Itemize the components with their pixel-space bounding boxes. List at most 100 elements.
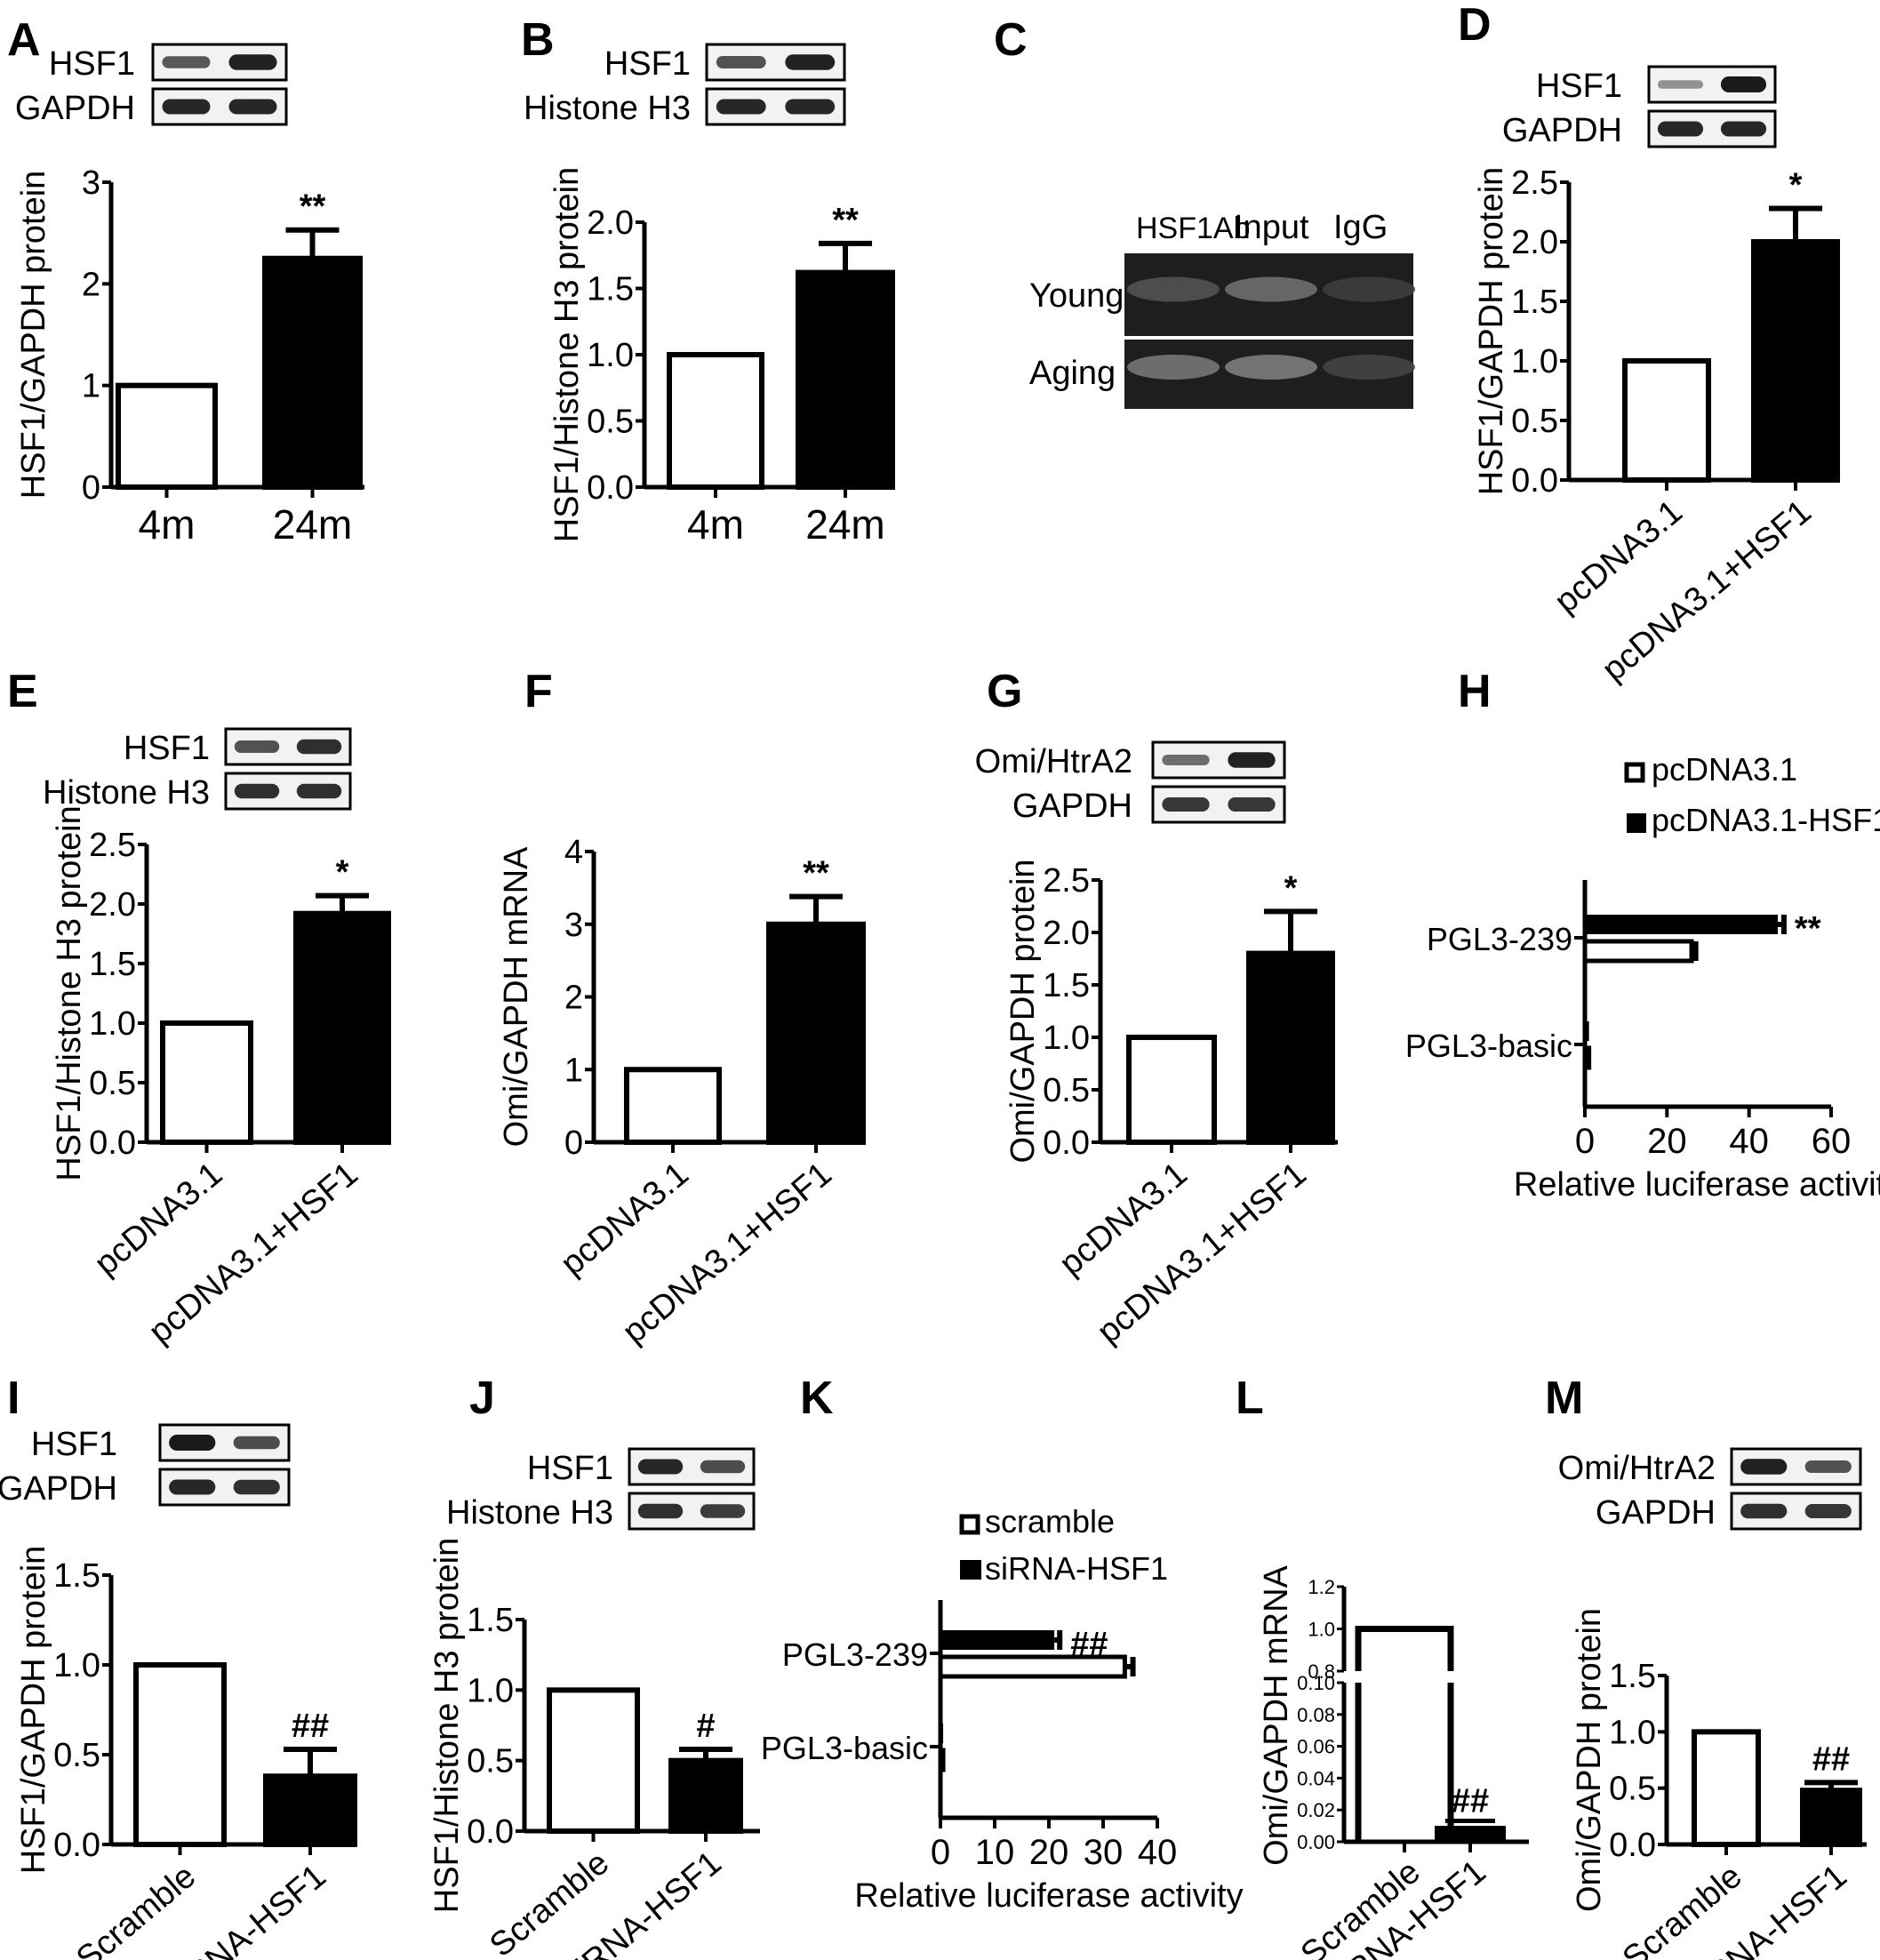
y-tick-label: 1.5 xyxy=(1511,284,1558,321)
y-tick-label: 0.00 xyxy=(1297,1831,1335,1853)
blot-band xyxy=(1804,1460,1852,1473)
x-tick-label: Scramble xyxy=(69,1858,203,1960)
blot-band xyxy=(1657,121,1704,137)
hbar-chart-k: 0 10 20 30 40 Relative luciferase activity PGL… xyxy=(761,1600,1244,1915)
y-tick-label: PGL3-239 xyxy=(1427,921,1572,957)
panel-letter: I xyxy=(7,1372,20,1424)
blot-band xyxy=(228,99,277,115)
blot-band xyxy=(233,1479,280,1495)
y-tick-label: 4 xyxy=(564,834,583,871)
x-tick-label: 0 xyxy=(1575,1122,1595,1161)
significance-mark: * xyxy=(1789,166,1803,204)
y-tick-label: 2.0 xyxy=(1043,915,1090,952)
y-tick-label: 0.0 xyxy=(587,469,634,507)
y-tick-label: 0.08 xyxy=(1297,1704,1335,1726)
bar xyxy=(938,1748,946,1772)
y-tick-label: 1.0 xyxy=(53,1647,100,1684)
blot-band xyxy=(716,56,766,68)
x-axis-title: Relative luciferase activity xyxy=(1514,1166,1880,1204)
legend-label: siRNA-HSF1 xyxy=(985,1550,1168,1587)
blot-band xyxy=(1228,797,1276,812)
x-tick-label: 60 xyxy=(1812,1122,1852,1161)
blot-band xyxy=(1740,1459,1788,1475)
western-blot-d: HSF1 GAPDH xyxy=(1502,65,1777,149)
panel-letter: G xyxy=(987,666,1022,717)
bar xyxy=(940,1724,944,1743)
blot-band xyxy=(1720,121,1767,137)
y-tick-label: 1.0 xyxy=(1609,1714,1656,1751)
y-tick-label: 0 xyxy=(564,1124,583,1162)
bar-chart-l: 0.00 0.02 0.04 0.06 0.08 0.100.8 1.0 1.2 Omi/GAP… xyxy=(1258,1564,1529,1960)
gel-lane-label: HSF1Ab xyxy=(1136,212,1251,245)
bar xyxy=(1585,915,1778,934)
y-tick-label: 1.0 xyxy=(467,1672,514,1709)
gel-lane-label: Input xyxy=(1234,209,1309,246)
x-tick-label: 0 xyxy=(931,1833,950,1872)
y-tick-label: 1 xyxy=(82,368,100,405)
blot-row-label: Histone H3 xyxy=(446,1494,613,1532)
blot-band xyxy=(1720,76,1767,92)
bar xyxy=(133,1662,227,1847)
y-tick-label: 0.8 xyxy=(1308,1660,1335,1683)
panel-letter: H xyxy=(1458,666,1492,717)
y-tick-label: 0.10 xyxy=(1297,1672,1335,1694)
x-tick-label: 4m xyxy=(139,501,196,548)
gel-panel-c: HSF1Ab Input IgG Young Aging xyxy=(1029,209,1415,409)
bar xyxy=(1355,1626,1454,1671)
blot-band xyxy=(296,739,342,755)
blot-band xyxy=(637,1459,684,1475)
bar xyxy=(160,1020,253,1145)
bar xyxy=(1246,950,1335,1145)
y-tick-label: 0.0 xyxy=(1511,462,1558,500)
y-axis-title: Omi/GAPDH protein xyxy=(1004,859,1042,1163)
x-tick-label: 20 xyxy=(1029,1833,1069,1872)
y-tick-label: 2 xyxy=(564,980,583,1017)
western-blot-b: HSF1 Histone H3 xyxy=(524,43,846,127)
y-tick-label: 2.0 xyxy=(1511,224,1558,261)
blot-band xyxy=(1657,80,1704,89)
blot-row-label: GAPDH xyxy=(1012,788,1132,825)
blot-row-label: GAPDH xyxy=(0,1470,117,1508)
y-tick-label: 0.0 xyxy=(1043,1124,1090,1162)
y-tick-label: 2.5 xyxy=(89,827,136,864)
blot-row-label: HSF1 xyxy=(527,1450,613,1487)
blot-band xyxy=(700,1504,746,1518)
blot-band xyxy=(162,56,211,68)
significance-mark: ## xyxy=(1070,1626,1108,1663)
blot-band xyxy=(785,99,836,115)
bar xyxy=(293,910,391,1145)
y-tick-label: 2.5 xyxy=(1043,862,1090,900)
panel-letter: D xyxy=(1458,0,1492,51)
y-tick-label: 1.5 xyxy=(89,946,136,983)
bar xyxy=(1622,358,1711,483)
x-tick-label: 20 xyxy=(1647,1122,1687,1161)
legend-h: pcDNA3.1 pcDNA3.1-HSF1 xyxy=(1624,751,1880,838)
y-tick-label: 3 xyxy=(564,907,583,944)
blot-band xyxy=(1162,797,1210,812)
panel-letter: K xyxy=(800,1372,834,1424)
panel-letter: A xyxy=(7,14,41,66)
y-tick-label: 0.5 xyxy=(89,1065,136,1102)
blot-band xyxy=(234,783,280,799)
y-tick-label: 0.5 xyxy=(53,1737,100,1774)
y-tick-label: 0 xyxy=(82,469,100,507)
blot-band xyxy=(169,1479,216,1495)
y-axis-title: HSF1/Histone H3 protein xyxy=(428,1538,466,1913)
y-tick-label: 0.02 xyxy=(1297,1799,1335,1821)
x-tick-label: pcDNA3.1+HSF1 xyxy=(1596,493,1819,689)
legend-swatch-black xyxy=(960,1560,981,1580)
x-tick-label: 4m xyxy=(687,501,744,548)
y-axis-title: Omi/GAPDH mRNA xyxy=(498,846,535,1147)
x-tick-label: 40 xyxy=(1138,1833,1178,1872)
y-axis-title: HSF1/GAPDH protein xyxy=(1473,167,1510,496)
y-axis-title: HSF1/GAPDH protein xyxy=(15,171,52,500)
blot-row-label: HSF1 xyxy=(31,1426,117,1463)
bar xyxy=(263,1773,357,1847)
